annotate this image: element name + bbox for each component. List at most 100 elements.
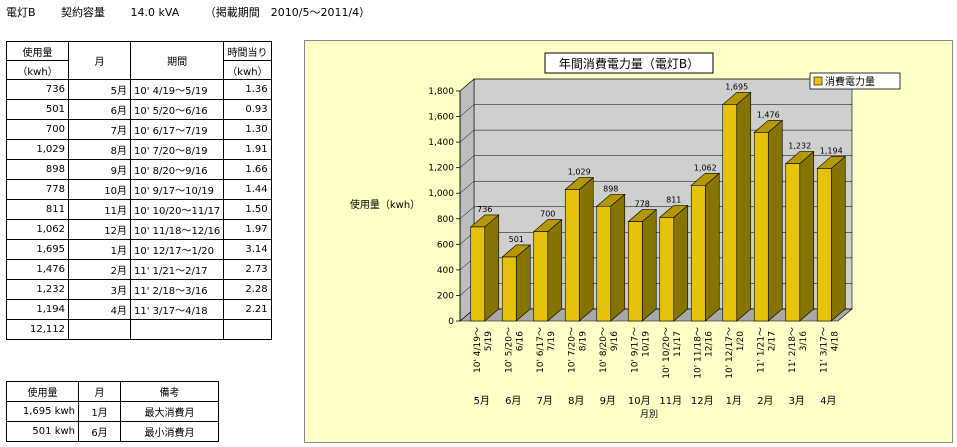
empty-cell <box>68 319 131 340</box>
hourly-cell: 1.66 <box>223 159 272 180</box>
x-month-label: 4月 <box>820 395 836 407</box>
total-row: 12,112 <box>6 319 272 340</box>
total-usage-cell: 12,112 <box>6 319 69 340</box>
y-tick-label: 400 <box>437 266 454 276</box>
gridline-diagonal <box>459 104 475 117</box>
x-category-label: 10' 8/20～9/16 <box>599 327 620 373</box>
table-row: 1,695 1月 10' 12/17～1/20 3.14 <box>6 239 272 260</box>
table-row: 1,029 8月 10' 7/20～8/19 1.91 <box>6 139 272 160</box>
month-cell: 2月 <box>68 259 131 280</box>
y-tick-label: 1,400 <box>428 138 454 148</box>
page-header: 電灯B 契約容量 14.0 kVA （掲載期間 2010/5～2011/4） <box>6 4 392 20</box>
x-category-label: 10' 6/17～7/19 <box>536 327 557 373</box>
bar-value-label: 1,695 <box>725 82 748 91</box>
table-row: 811 11月 10' 10/20～11/17 1.50 <box>6 199 272 220</box>
month-cell: 10月 <box>68 179 131 200</box>
month-cell: 6月 <box>68 99 131 120</box>
table-row: 1,232 3月 11' 2/18～3/16 2.28 <box>6 279 272 300</box>
bar-side <box>578 176 594 322</box>
bar-side <box>515 244 531 322</box>
legend-label: 消費電力量 <box>825 75 875 88</box>
usage-cell: 700 <box>6 119 69 140</box>
y-tick-label: 1,800 <box>428 87 454 97</box>
hourly-cell: 1.97 <box>223 219 272 240</box>
summary-month-header: 月 <box>78 381 121 402</box>
x-category-label: 10' 12/17～1/20 <box>725 327 746 379</box>
month-cell: 5月 <box>68 79 131 100</box>
bar-value-label: 1,029 <box>568 168 591 177</box>
bar-side <box>830 155 846 322</box>
x-category-label: 10' 10/20～11/17 <box>662 327 683 379</box>
summary-usage-cell: 1,695 kwh <box>6 401 79 422</box>
bar <box>753 132 769 322</box>
chart-panel: 年間消費電力量（電灯B） 0 200 400 600 800 1,000 1,200 1,400… <box>304 40 953 443</box>
hourly-cell: 1.44 <box>223 179 272 200</box>
gridline-diagonal <box>459 181 475 194</box>
bar-side <box>610 193 626 322</box>
period-cell: 10' 12/17～1/20 <box>129 239 225 260</box>
bar-side <box>799 150 815 322</box>
period-cell: 11' 3/17～4/18 <box>129 299 225 320</box>
hourly-cell: 2.21 <box>223 299 272 320</box>
bar-value-label: 1,062 <box>694 163 717 172</box>
x-category-label: 11' 2/18～3/16 <box>788 327 809 373</box>
bar <box>627 221 643 322</box>
col-period-header: 期間 <box>129 41 225 80</box>
usage-cell: 811 <box>6 199 69 220</box>
x-month-label: 11月 <box>659 395 682 407</box>
bar-value-label: 811 <box>666 195 681 204</box>
table-row: 1,194 4月 11' 3/17～4/18 2.21 <box>6 299 272 320</box>
table-row: 1,062 12月 10' 11/18～12/16 1.97 <box>6 219 272 240</box>
bar <box>564 189 580 322</box>
period-cell: 10' 11/18～12/16 <box>129 219 225 240</box>
x-month-label: 6月 <box>505 395 521 407</box>
x-category-label: 11' 3/17～4/18 <box>819 327 840 373</box>
hourly-cell: 2.73 <box>223 259 272 280</box>
period-cell: 10' 10/20～11/17 <box>129 199 225 220</box>
col-usage-header: 使用量 <box>6 41 69 61</box>
summary-note-header: 備考 <box>120 381 219 402</box>
x-category-label: 10' 11/18～12/16 <box>693 327 714 379</box>
col-hourly-header: 時間当り <box>223 41 272 61</box>
chart-title-box <box>544 52 714 74</box>
hourly-cell: 1.50 <box>223 199 272 220</box>
month-cell: 9月 <box>68 159 131 180</box>
y-tick-label: 0 <box>448 317 454 327</box>
x-month-label: 3月 <box>789 395 805 407</box>
y-tick-label: 1,600 <box>428 113 454 123</box>
gridline-diagonal <box>459 206 475 219</box>
bar-value-label: 778 <box>635 200 650 209</box>
month-cell: 12月 <box>68 219 131 240</box>
usage-cell: 1,476 <box>6 259 69 280</box>
period-cell: 10' 8/20～9/16 <box>129 159 225 180</box>
summary-note-cell: 最小消費月 <box>120 421 219 442</box>
x-month-label: 9月 <box>600 395 616 407</box>
period-cell: 10' 4/19～5/19 <box>129 79 225 100</box>
x-category-label: 10' 5/20～6/16 <box>504 327 525 373</box>
summary-row-max: 1,695 kwh 1月 最大消費月 <box>6 401 219 422</box>
usage-cell: 1,232 <box>6 279 69 300</box>
x-month-label: 5月 <box>474 395 490 407</box>
x-month-label: 10月 <box>628 395 651 407</box>
bar <box>533 231 549 322</box>
hourly-cell: 1.30 <box>223 119 272 140</box>
usage-cell: 501 <box>6 99 69 120</box>
bar <box>659 217 675 322</box>
hourly-cell: 1.36 <box>223 79 272 100</box>
x-month-label: 7月 <box>537 395 553 407</box>
period-cell: 10' 9/17～10/19 <box>129 179 225 200</box>
bar <box>722 104 738 322</box>
x-category-label: 10' 7/20～8/19 <box>567 327 588 373</box>
bar <box>596 205 612 322</box>
bar-value-label: 736 <box>477 205 492 214</box>
bar-side <box>641 208 657 322</box>
y-tick-label: 1,000 <box>428 189 454 199</box>
usage-table-body: 736 5月 10' 4/19～5/19 1.36 501 6月 10' 5/20～6/1… <box>6 79 272 340</box>
summary-usage-header: 使用量 <box>6 381 79 402</box>
x-month-label: 12月 <box>691 395 714 407</box>
bar <box>690 185 706 322</box>
usage-cell: 778 <box>6 179 69 200</box>
legend-swatch <box>813 76 823 86</box>
period-cell: 10' 5/20～6/16 <box>129 99 225 120</box>
x-month-label: 2月 <box>757 395 773 407</box>
